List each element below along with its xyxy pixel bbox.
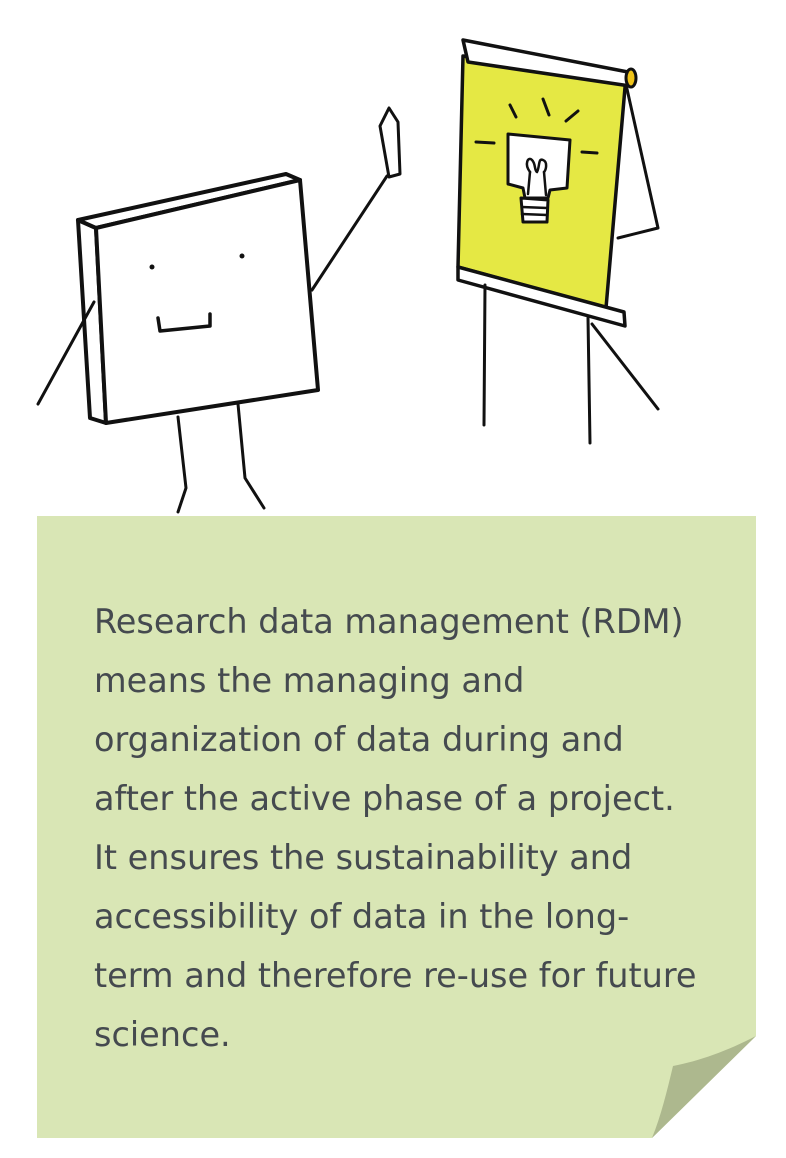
chalk-icon [378, 106, 402, 179]
square-character-icon [36, 106, 402, 514]
rdm-definition-text: Research data management (RDM) means the… [94, 602, 697, 1054]
lightbulb-icon [474, 97, 599, 224]
note-paper [37, 516, 756, 1138]
flipchart-icon [456, 38, 660, 445]
sticky-note: Research data management (RDM) means the… [37, 516, 756, 1138]
left-eye-icon [149, 264, 155, 270]
flipchart-roll-icon [624, 67, 638, 89]
rdm-illustration [36, 38, 660, 514]
sticky-note-background [37, 516, 756, 1138]
right-eye-icon [239, 253, 245, 259]
note-curl [652, 1036, 756, 1138]
smile-icon [156, 312, 212, 333]
